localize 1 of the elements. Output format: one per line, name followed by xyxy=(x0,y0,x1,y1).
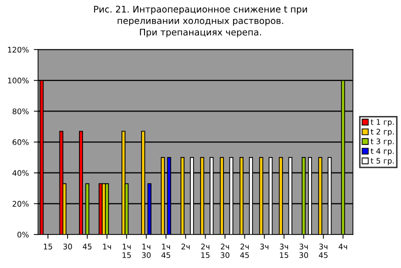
chart-title: Рис. 21. Интраоперационное снижение t при переливании холодных растворов. При трепанациях черепа. xyxy=(94,6,307,38)
